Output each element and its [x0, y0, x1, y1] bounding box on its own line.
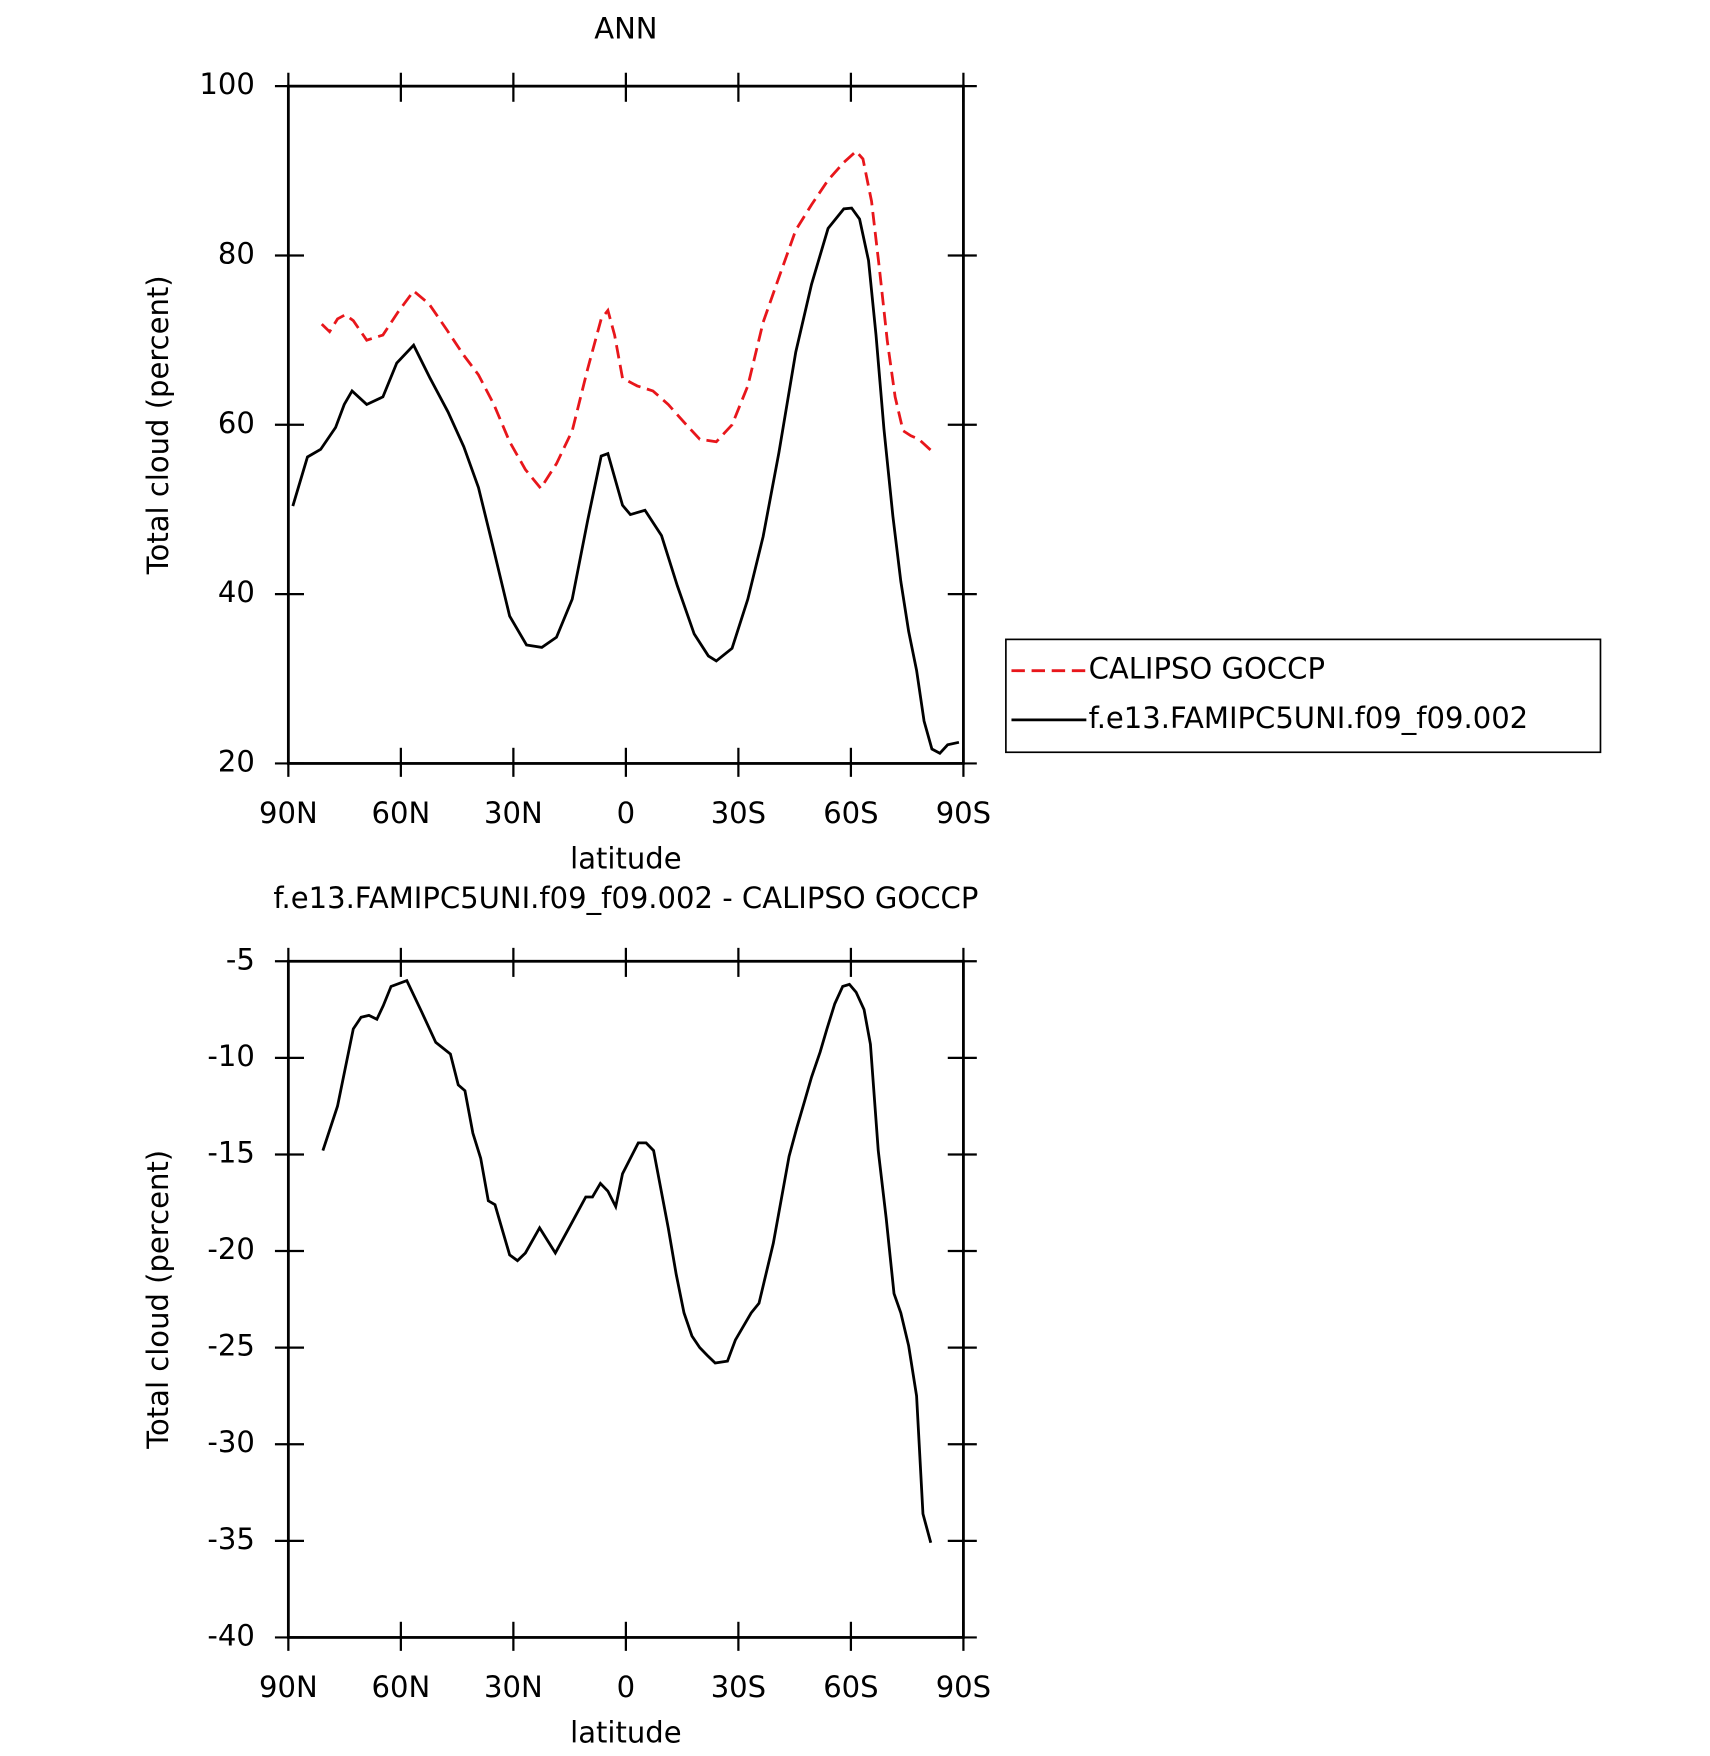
y-tick-label: 40 — [218, 575, 255, 609]
y-tick-label: -40 — [207, 1618, 254, 1652]
data-line — [291, 206, 960, 756]
x-tick-label: 90N — [259, 796, 318, 830]
y-tick-label: -5 — [226, 942, 255, 976]
y-tick-label: -20 — [207, 1232, 254, 1266]
x-tick-label: 90N — [259, 1670, 318, 1704]
y-tick-label: -25 — [207, 1329, 254, 1363]
x-axis-label: latitude — [570, 1716, 681, 1750]
y-tick-label: -10 — [207, 1039, 254, 1073]
y-tick-label: 80 — [218, 236, 255, 270]
y-axis-label: Total cloud (percent) — [141, 1150, 175, 1450]
y-tick-label: -15 — [207, 1135, 254, 1169]
x-tick-label: 60S — [823, 1670, 878, 1704]
x-tick-label: 30S — [711, 1670, 766, 1704]
legend-label: CALIPSO GOCCP — [1089, 652, 1325, 686]
x-tick-label: 0 — [617, 1670, 635, 1704]
x-tick-label: 60N — [372, 796, 431, 830]
y-tick-label: 60 — [218, 406, 255, 440]
x-tick-label: 30N — [484, 1670, 543, 1704]
y-tick-label: -30 — [207, 1425, 254, 1459]
plot-frame — [286, 959, 965, 1639]
x-tick-label: 60N — [372, 1670, 431, 1704]
y-tick-label: 100 — [199, 67, 254, 101]
legend: CALIPSO GOCCP f.e13.FAMIPC5UNI.f09_f09.00… — [1005, 638, 1602, 754]
data-line — [320, 149, 932, 491]
data-line — [321, 978, 933, 1544]
x-tick-label: 90S — [936, 796, 991, 830]
legend-label: f.e13.FAMIPC5UNI.f09_f09.002 — [1089, 701, 1529, 735]
chart-title: f.e13.FAMIPC5UNI.f09_f09.002 - CALIPSO G… — [273, 881, 978, 915]
chart-title: ANN — [594, 11, 657, 45]
legend-box — [1005, 638, 1602, 754]
x-tick-label: 60S — [823, 796, 878, 830]
y-axis-label: Total cloud (percent) — [141, 275, 175, 575]
y-tick-label: -35 — [207, 1522, 254, 1556]
x-tick-label: 90S — [936, 1670, 991, 1704]
x-axis-label: latitude — [570, 842, 681, 876]
y-tick-label: 20 — [218, 744, 255, 778]
x-tick-label: 30N — [484, 796, 543, 830]
plot-frame — [286, 84, 965, 765]
x-tick-label: 0 — [617, 796, 635, 830]
x-tick-label: 30S — [711, 796, 766, 830]
